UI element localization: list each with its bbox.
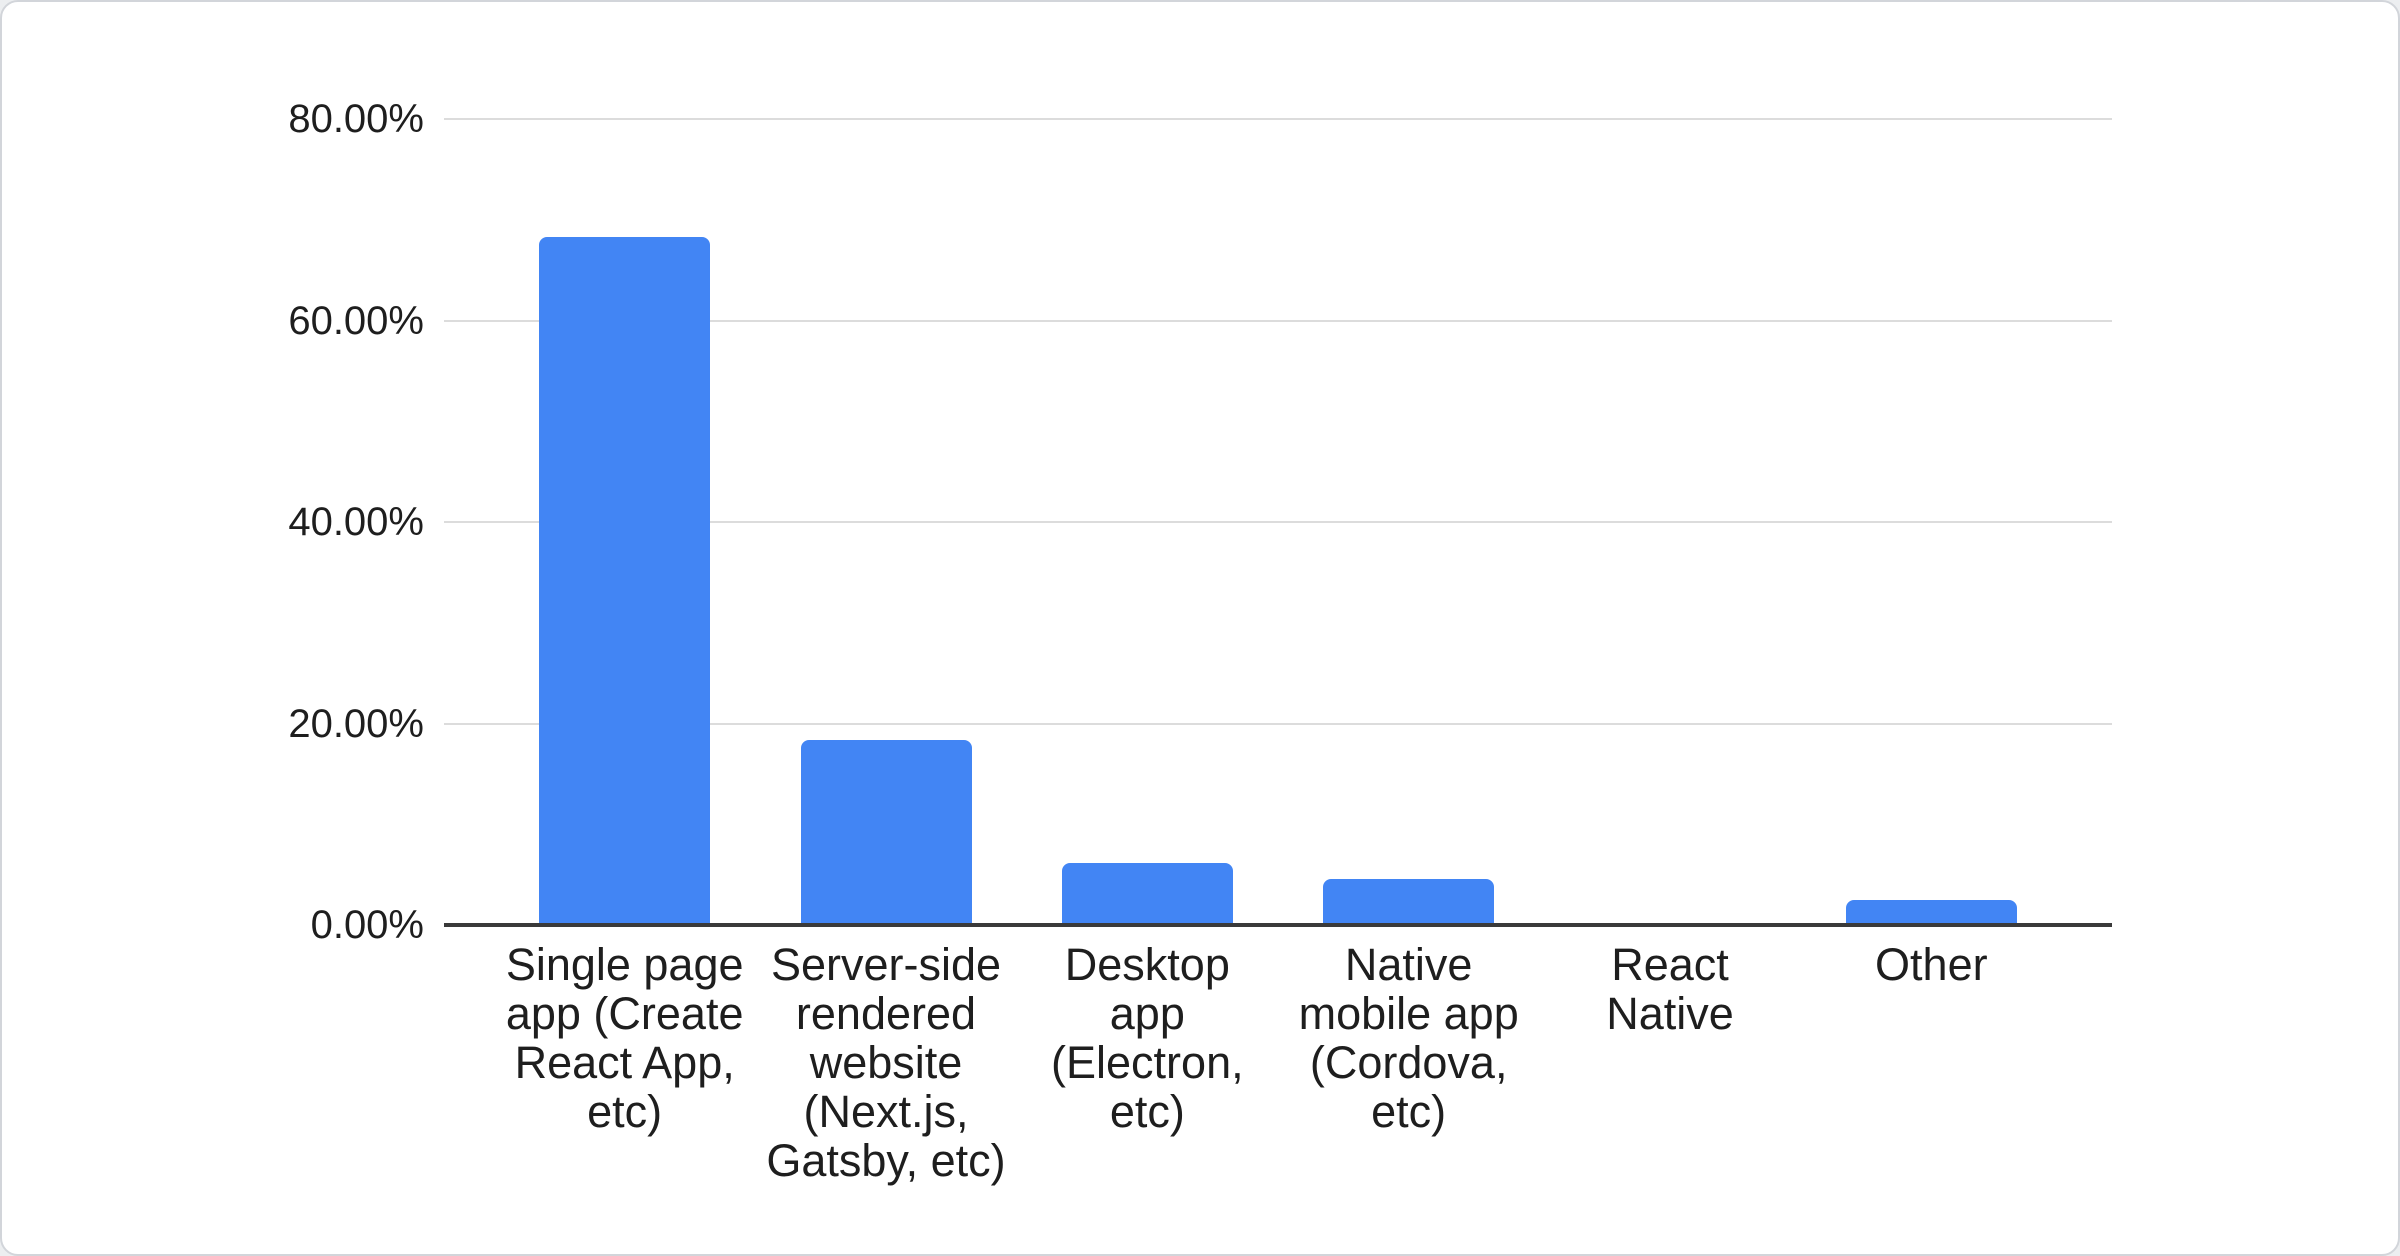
x-axis-category-label: Server-side rendered website (Next.js, Gatsb… [766,939,1006,1186]
x-axis-category-label: Desktop app (Electron, etc) [1051,939,1244,1137]
y-axis-tick-label: 40.00% [288,500,424,544]
gridline-80 [444,118,2112,120]
x-axis-category-label: React Native [1606,939,1734,1039]
bar-2 [1061,863,1233,925]
x-axis-line [444,923,2112,927]
bar-0 [539,237,711,925]
x-axis-category-label: Native mobile app (Cordova, etc) [1298,939,1519,1137]
y-axis-tick-label: 0.00% [310,903,424,947]
bar-3 [1323,879,1495,925]
bar-1 [800,740,972,925]
gridline-20 [444,722,2112,725]
gridline-40 [444,521,2112,523]
x-axis-category-label: Other [1875,939,1988,990]
y-axis-tick-label: 80.00% [288,97,424,141]
gridline-60 [444,319,2112,322]
x-axis-category-label: Single page app (Create React App, etc) [505,939,744,1137]
bar-5 [1845,900,2017,925]
y-axis-tick-label: 60.00% [288,298,424,343]
y-axis-tick-label: 20.00% [288,701,424,746]
